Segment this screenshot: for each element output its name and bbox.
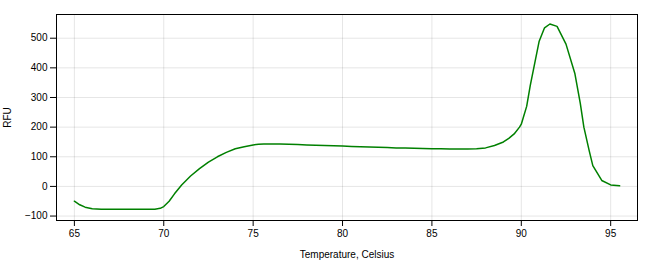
- svg-text:100: 100: [31, 151, 48, 162]
- svg-text:400: 400: [31, 62, 48, 73]
- svg-text:200: 200: [31, 121, 48, 132]
- svg-text:70: 70: [158, 228, 170, 239]
- svg-text:0: 0: [42, 181, 48, 192]
- svg-text:75: 75: [248, 228, 260, 239]
- svg-text:RFU: RFU: [2, 107, 13, 128]
- svg-text:−100: −100: [25, 210, 48, 221]
- svg-text:65: 65: [69, 228, 81, 239]
- svg-text:Temperature, Celsius: Temperature, Celsius: [300, 249, 394, 260]
- svg-text:80: 80: [337, 228, 349, 239]
- svg-text:85: 85: [426, 228, 438, 239]
- svg-text:300: 300: [31, 92, 48, 103]
- svg-text:95: 95: [605, 228, 617, 239]
- svg-text:90: 90: [516, 228, 528, 239]
- svg-text:500: 500: [31, 32, 48, 43]
